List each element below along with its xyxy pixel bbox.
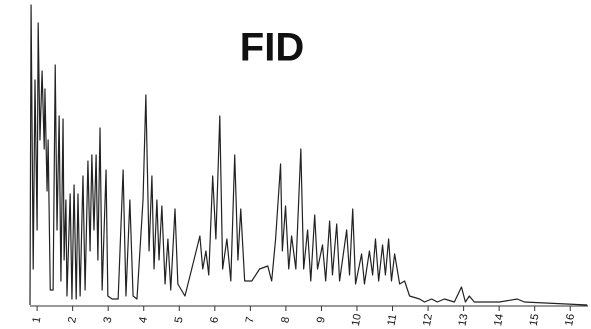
x-tick-label: 1 [31,316,44,324]
x-tick-label: 5 [173,316,186,324]
series-line [29,4,588,306]
x-tick-label: 4 [137,316,150,324]
x-tick-label: 9 [315,316,328,324]
x-tick-label: 15 [528,313,542,327]
x-tick-label: 2 [66,316,79,324]
x-tick-label: 14 [492,313,506,327]
x-tick-label: 11 [386,313,400,326]
x-tick-label: 3 [102,316,115,324]
x-tick-label: 6 [208,316,221,324]
x-tick-label: 13 [457,313,471,327]
x-tick-label: 12 [421,313,435,327]
x-tick-label: 10 [350,313,364,327]
chart-title: FID [240,26,304,70]
x-tick-label: 8 [279,316,292,324]
x-tick-label: 7 [244,316,257,324]
x-tick-label: 16 [563,313,577,327]
